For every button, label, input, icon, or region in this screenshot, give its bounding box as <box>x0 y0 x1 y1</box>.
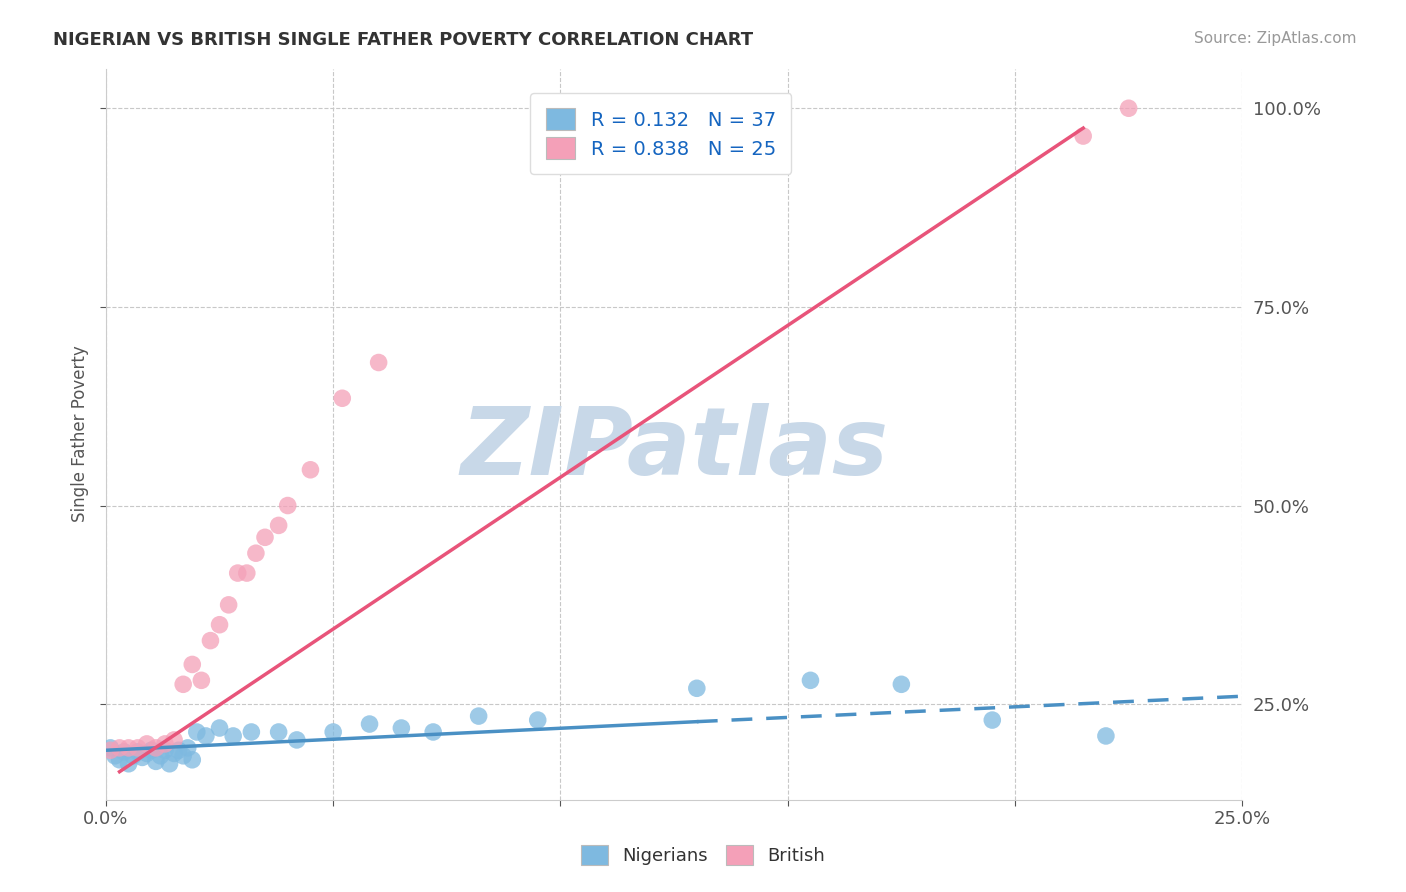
Point <box>149 748 172 763</box>
Legend: Nigerians, British: Nigerians, British <box>572 836 834 874</box>
Point <box>127 745 149 759</box>
Point <box>108 753 131 767</box>
Point <box>240 725 263 739</box>
Point <box>194 729 217 743</box>
Point <box>131 750 153 764</box>
Point <box>253 530 276 544</box>
Point <box>245 546 267 560</box>
Text: ZIPatlas: ZIPatlas <box>460 402 889 495</box>
Point <box>526 713 548 727</box>
Point <box>163 747 186 761</box>
Point <box>127 740 149 755</box>
Point <box>200 633 222 648</box>
Point <box>299 463 322 477</box>
Point <box>167 743 190 757</box>
Point <box>1095 729 1118 743</box>
Point <box>163 733 186 747</box>
Point <box>100 743 122 757</box>
Point <box>285 733 308 747</box>
Point <box>322 725 344 739</box>
Point <box>177 740 200 755</box>
Point <box>208 721 231 735</box>
Point <box>145 755 167 769</box>
Point <box>236 566 259 580</box>
Point <box>467 709 489 723</box>
Point <box>135 747 157 761</box>
Point <box>104 748 127 763</box>
Point <box>153 743 176 757</box>
Point <box>108 740 131 755</box>
Point <box>226 566 249 580</box>
Point <box>981 713 1004 727</box>
Point <box>422 725 444 739</box>
Point <box>141 743 163 757</box>
Point <box>100 740 122 755</box>
Point <box>1118 101 1140 115</box>
Point <box>222 729 245 743</box>
Point <box>181 753 204 767</box>
Point <box>218 598 240 612</box>
Point <box>890 677 912 691</box>
Point <box>112 745 135 759</box>
Point <box>208 617 231 632</box>
Point <box>267 725 290 739</box>
Point <box>190 673 212 688</box>
Point <box>359 717 381 731</box>
Point <box>186 725 208 739</box>
Point <box>277 499 299 513</box>
Point <box>145 740 167 755</box>
Point <box>330 391 353 405</box>
Point <box>181 657 204 672</box>
Point <box>172 748 194 763</box>
Point <box>389 721 412 735</box>
Point <box>367 355 389 369</box>
Legend: R = 0.132   N = 37, R = 0.838   N = 25: R = 0.132 N = 37, R = 0.838 N = 25 <box>530 93 792 174</box>
Point <box>172 677 194 691</box>
Point <box>122 748 145 763</box>
Point <box>1071 129 1094 144</box>
Point <box>159 756 181 771</box>
Point <box>117 740 139 755</box>
Point <box>153 737 176 751</box>
Point <box>135 737 157 751</box>
Point <box>799 673 821 688</box>
Point <box>117 756 139 771</box>
Text: NIGERIAN VS BRITISH SINGLE FATHER POVERTY CORRELATION CHART: NIGERIAN VS BRITISH SINGLE FATHER POVERT… <box>53 31 754 49</box>
Point <box>267 518 290 533</box>
Y-axis label: Single Father Poverty: Single Father Poverty <box>72 345 89 523</box>
Text: Source: ZipAtlas.com: Source: ZipAtlas.com <box>1194 31 1357 46</box>
Point <box>686 681 709 696</box>
